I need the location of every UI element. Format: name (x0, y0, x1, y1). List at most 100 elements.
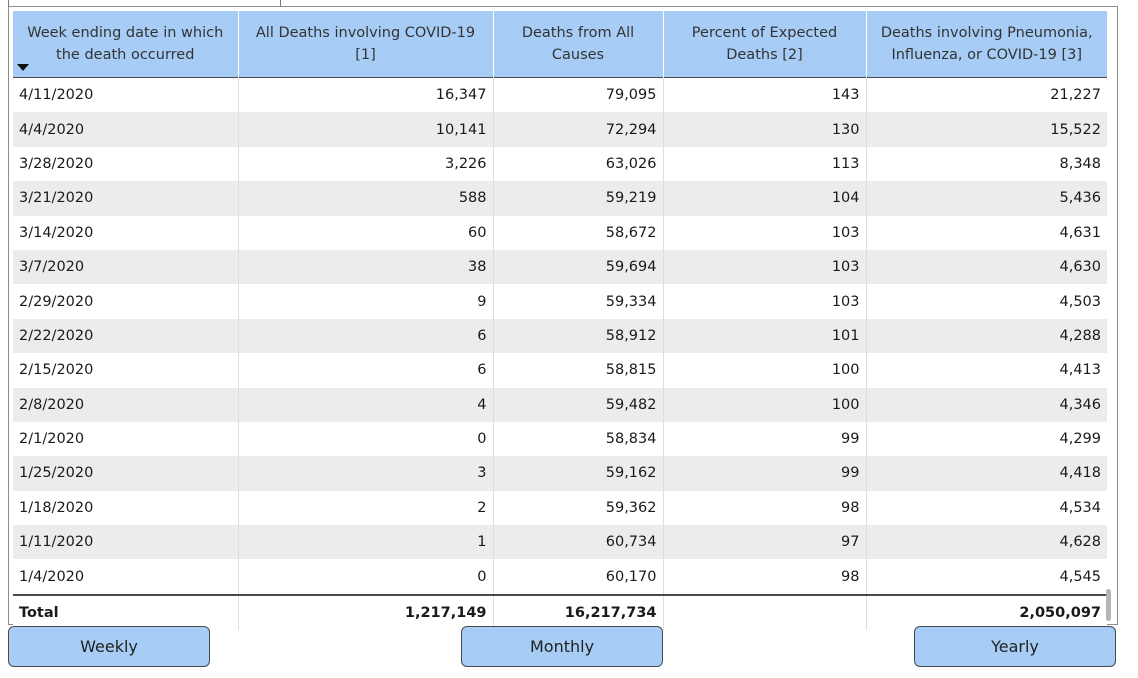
all-causes-cell: 59,162 (493, 456, 664, 491)
percent-expected-cell: 103 (663, 215, 867, 250)
total-row: Total 1,217,149 16,217,734 2,050,097 (13, 593, 1107, 631)
all-causes-cell: 59,362 (493, 490, 664, 526)
column-header-week[interactable]: Week ending date in which the death occu… (13, 11, 239, 78)
pneumonia-flu-covid-cell: 4,545 (866, 559, 1107, 595)
column-header-percent-expected[interactable]: Percent of Expected Deaths [2] (663, 11, 867, 78)
pneumonia-flu-covid-cell: 4,346 (866, 387, 1107, 422)
percent-expected-cell: 130 (663, 112, 867, 147)
table-row: 3/21/2020 588 59,219 104 5,436 (13, 181, 1107, 216)
pneumonia-flu-covid-cell: 21,227 (866, 77, 1107, 113)
week-ending-cell: 2/29/2020 (13, 284, 239, 319)
table-row: 2/1/2020 0 58,834 99 4,299 (13, 421, 1107, 457)
covid-deaths-cell: 4 (238, 387, 494, 422)
covid-deaths-cell: 60 (238, 215, 494, 250)
column-header-label: Week ending date in which the death occu… (27, 25, 224, 63)
pneumonia-flu-covid-cell: 8,348 (866, 146, 1107, 182)
pneumonia-flu-covid-cell: 4,299 (866, 421, 1107, 457)
yearly-button[interactable]: Yearly (914, 626, 1116, 667)
table-row: 2/29/2020 9 59,334 103 4,503 (13, 284, 1107, 319)
table-row: 1/11/2020 1 60,734 97 4,628 (13, 525, 1107, 560)
week-ending-cell: 1/18/2020 (13, 490, 239, 526)
covid-deaths-cell: 10,141 (238, 112, 494, 147)
all-causes-cell: 79,095 (493, 77, 664, 113)
table-row: 1/25/2020 3 59,162 99 4,418 (13, 456, 1107, 491)
covid-deaths-cell: 3 (238, 456, 494, 491)
table-row: 1/4/2020 0 60,170 98 4,545 (13, 559, 1107, 595)
week-ending-cell: 4/11/2020 (13, 77, 239, 113)
percent-expected-cell: 143 (663, 77, 867, 113)
all-causes-cell: 60,734 (493, 525, 664, 560)
pneumonia-flu-covid-cell: 4,628 (866, 525, 1107, 560)
data-table-frame: Week ending date in which the death occu… (8, 6, 1118, 631)
week-ending-cell: 3/21/2020 (13, 181, 239, 216)
percent-expected-cell: 98 (663, 559, 867, 595)
week-ending-cell: 3/14/2020 (13, 215, 239, 250)
table-row: 3/7/2020 38 59,694 103 4,630 (13, 249, 1107, 285)
covid-deaths-cell: 6 (238, 318, 494, 354)
sort-descending-icon[interactable] (17, 64, 29, 71)
week-ending-cell: 2/15/2020 (13, 353, 239, 388)
covid-deaths-cell: 0 (238, 559, 494, 595)
column-header-label: Deaths involving Pneumonia, Influenza, o… (880, 25, 1093, 63)
all-causes-cell: 63,026 (493, 146, 664, 182)
table-row: 3/28/2020 3,226 63,026 113 8,348 (13, 146, 1107, 182)
percent-expected-cell: 101 (663, 318, 867, 354)
covid-deaths-cell: 3,226 (238, 146, 494, 182)
all-causes-cell: 59,219 (493, 181, 664, 216)
total-label: Total (13, 593, 239, 631)
all-causes-cell: 60,170 (493, 559, 664, 595)
week-ending-cell: 2/1/2020 (13, 421, 239, 457)
covid-deaths-cell: 16,347 (238, 77, 494, 113)
column-header-label: All Deaths involving COVID-19 [1] (255, 25, 476, 63)
deaths-table: Week ending date in which the death occu… (13, 11, 1107, 631)
percent-expected-cell: 100 (663, 353, 867, 388)
table-row: 4/11/2020 16,347 79,095 143 21,227 (13, 77, 1107, 113)
all-causes-cell: 58,672 (493, 215, 664, 250)
column-header-pneumonia-flu-covid[interactable]: Deaths involving Pneumonia, Influenza, o… (866, 11, 1107, 78)
table-row: 1/18/2020 2 59,362 98 4,534 (13, 490, 1107, 526)
all-causes-cell: 58,834 (493, 421, 664, 457)
percent-expected-cell: 113 (663, 146, 867, 182)
table-row: 2/22/2020 6 58,912 101 4,288 (13, 318, 1107, 354)
pneumonia-flu-covid-cell: 4,418 (866, 456, 1107, 491)
all-causes-cell: 58,815 (493, 353, 664, 388)
covid-deaths-cell: 588 (238, 181, 494, 216)
week-ending-cell: 1/11/2020 (13, 525, 239, 560)
column-header-label: Deaths from All Causes (521, 25, 635, 63)
column-header-all-causes[interactable]: Deaths from All Causes (493, 11, 664, 78)
table-row: 3/14/2020 60 58,672 103 4,631 (13, 215, 1107, 250)
column-header-covid-deaths[interactable]: All Deaths involving COVID-19 [1] (238, 11, 494, 78)
header-row: Week ending date in which the death occu… (13, 11, 1107, 78)
percent-expected-cell: 99 (663, 421, 867, 457)
pneumonia-flu-covid-cell: 4,288 (866, 318, 1107, 354)
percent-expected-cell: 104 (663, 181, 867, 216)
percent-expected-cell: 97 (663, 525, 867, 560)
weekly-button[interactable]: Weekly (8, 626, 210, 667)
pneumonia-flu-covid-cell: 4,413 (866, 353, 1107, 388)
table-row: 2/8/2020 4 59,482 100 4,346 (13, 387, 1107, 422)
week-ending-cell: 3/28/2020 (13, 146, 239, 182)
all-causes-cell: 58,912 (493, 318, 664, 354)
percent-expected-cell: 98 (663, 490, 867, 526)
percent-expected-cell: 100 (663, 387, 867, 422)
vertical-scrollbar-thumb[interactable] (1106, 589, 1111, 621)
percent-expected-cell: 99 (663, 456, 867, 491)
covid-deaths-cell: 9 (238, 284, 494, 319)
pneumonia-flu-covid-cell: 4,631 (866, 215, 1107, 250)
pneumonia-flu-covid-cell: 15,522 (866, 112, 1107, 147)
total-pneumonia-flu-covid: 2,050,097 (866, 593, 1107, 631)
percent-expected-cell: 103 (663, 284, 867, 319)
monthly-button[interactable]: Monthly (461, 626, 663, 667)
covid-deaths-cell: 2 (238, 490, 494, 526)
percent-expected-cell: 103 (663, 249, 867, 285)
pneumonia-flu-covid-cell: 5,436 (866, 181, 1107, 216)
table-row: 4/4/2020 10,141 72,294 130 15,522 (13, 112, 1107, 147)
table-row: 2/15/2020 6 58,815 100 4,413 (13, 353, 1107, 388)
all-causes-cell: 72,294 (493, 112, 664, 147)
pneumonia-flu-covid-cell: 4,503 (866, 284, 1107, 319)
week-ending-cell: 3/7/2020 (13, 249, 239, 285)
covid-deaths-cell: 6 (238, 353, 494, 388)
all-causes-cell: 59,334 (493, 284, 664, 319)
total-percent-expected (663, 593, 867, 631)
week-ending-cell: 2/8/2020 (13, 387, 239, 422)
